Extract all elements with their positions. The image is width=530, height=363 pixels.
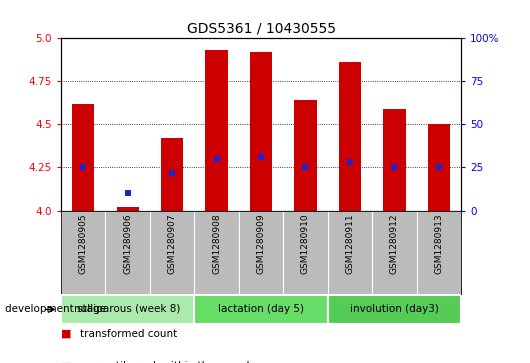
Text: development stage: development stage [5, 305, 107, 314]
Bar [117, 207, 139, 211]
Text: GSM1280913: GSM1280913 [435, 213, 444, 274]
Text: involution (day3): involution (day3) [350, 305, 439, 314]
Bar [339, 62, 361, 211]
Bar [206, 50, 228, 211]
Text: GSM1280905: GSM1280905 [78, 213, 87, 274]
FancyBboxPatch shape [328, 295, 461, 324]
Text: percentile rank within the sample: percentile rank within the sample [80, 361, 255, 363]
Bar [161, 138, 183, 211]
Bar [428, 124, 450, 211]
Title: GDS5361 / 10430555: GDS5361 / 10430555 [187, 21, 335, 36]
Text: GSM1280906: GSM1280906 [123, 213, 132, 274]
Bar [294, 100, 316, 211]
Bar [72, 103, 94, 211]
Text: lactation (day 5): lactation (day 5) [218, 305, 304, 314]
Text: GSM1280911: GSM1280911 [346, 213, 355, 274]
Text: ■: ■ [61, 329, 72, 339]
Text: GSM1280907: GSM1280907 [167, 213, 176, 274]
Text: nulliparous (week 8): nulliparous (week 8) [74, 305, 181, 314]
Bar [383, 109, 405, 211]
Text: GSM1280909: GSM1280909 [257, 213, 266, 274]
Text: GSM1280912: GSM1280912 [390, 213, 399, 274]
Text: transformed count: transformed count [80, 329, 176, 339]
Bar [250, 52, 272, 211]
Text: ■: ■ [61, 361, 72, 363]
Text: GSM1280908: GSM1280908 [212, 213, 221, 274]
FancyBboxPatch shape [195, 295, 328, 324]
Text: GSM1280910: GSM1280910 [301, 213, 310, 274]
FancyBboxPatch shape [61, 295, 195, 324]
